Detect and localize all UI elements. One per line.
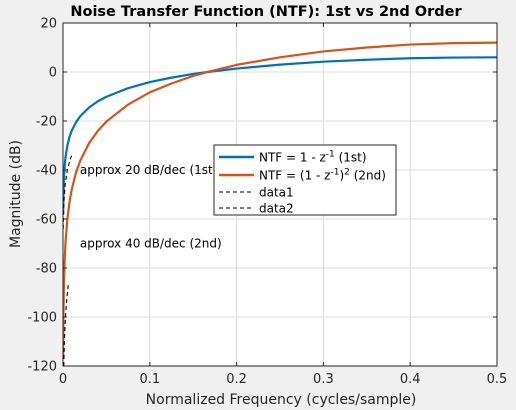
y-tick-label: -100 xyxy=(27,311,57,326)
y-tick-label: -80 xyxy=(36,262,57,277)
legend-entry-3: data1 xyxy=(259,186,294,200)
y-tick-label: -40 xyxy=(36,164,57,179)
legend[interactable]: NTF = 1 - z-1 (1st)NTF = (1 - z-1)2 (2nd… xyxy=(213,144,397,216)
x-tick-label: 0.3 xyxy=(313,372,334,387)
legend-text-part: NTF = 1 - z xyxy=(259,151,326,165)
legend-text-part: data1 xyxy=(259,186,294,200)
x-tick-label: 0 xyxy=(59,372,67,387)
x-tick-label: 0.5 xyxy=(487,372,508,387)
axis-ticks: 0 0.1 0.2 0.3 0.4 0.5 20 0 -20 -40 -60 -80 -100 -120 xyxy=(27,17,507,388)
y-tick-label: 0 xyxy=(49,66,57,81)
legend-entry-2: NTF = (1 - z-1)2 (2nd) xyxy=(259,168,386,183)
legend-text-part: NTF = (1 - z xyxy=(259,169,330,183)
series-line-1 xyxy=(63,56,497,215)
annotations: approx 20 dB/dec (1st) approx 40 dB/dec (… xyxy=(80,163,222,251)
series-line-2 xyxy=(63,41,497,357)
legend-text-part: 2 xyxy=(344,168,350,178)
legend-text-part: data2 xyxy=(259,202,294,216)
series-group xyxy=(63,41,497,366)
y-tick-label: 20 xyxy=(40,17,57,32)
y-axis-label: Magnitude (dB) xyxy=(8,140,24,248)
legend-text-part: (2nd) xyxy=(350,169,386,183)
legend-text-part: ) xyxy=(339,169,344,183)
x-axis-label: Normalized Frequency (cycles/sample) xyxy=(146,392,417,408)
x-tick-label: 0.2 xyxy=(226,372,247,387)
x-tick-label: 0.1 xyxy=(139,372,160,387)
chart-title: Noise Transfer Function (NTF): 1st vs 2n… xyxy=(70,4,462,20)
y-tick-label: -120 xyxy=(27,360,57,375)
plot-frame xyxy=(62,22,498,367)
series-line-3 xyxy=(63,152,74,229)
series-line-4 xyxy=(63,285,69,366)
legend-entry-1: NTF = 1 - z-1 (1st) xyxy=(259,150,367,165)
annotation-1: approx 20 dB/dec (1st) xyxy=(80,163,218,177)
legend-text-part: -1 xyxy=(326,150,335,160)
legend-text-part: -1 xyxy=(330,168,339,178)
annotation-2: approx 40 dB/dec (2nd) xyxy=(80,237,222,251)
x-tick-label: 0.4 xyxy=(400,372,421,387)
y-tick-label: -20 xyxy=(36,115,57,130)
legend-entry-4: data2 xyxy=(259,202,294,216)
y-tick-label: -60 xyxy=(36,213,57,228)
legend-text-part: (1st) xyxy=(335,151,367,165)
